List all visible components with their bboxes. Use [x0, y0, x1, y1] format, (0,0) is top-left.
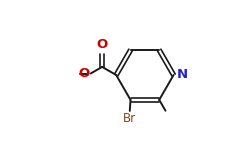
Text: O: O: [96, 38, 108, 51]
Text: Br: Br: [123, 112, 136, 125]
Text: N: N: [177, 68, 188, 81]
Text: O: O: [79, 67, 90, 80]
